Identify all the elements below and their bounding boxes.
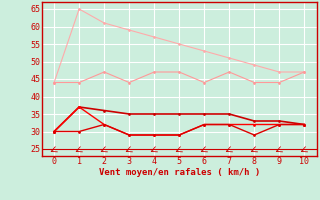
X-axis label: Vent moyen/en rafales ( km/h ): Vent moyen/en rafales ( km/h ) <box>99 168 260 177</box>
